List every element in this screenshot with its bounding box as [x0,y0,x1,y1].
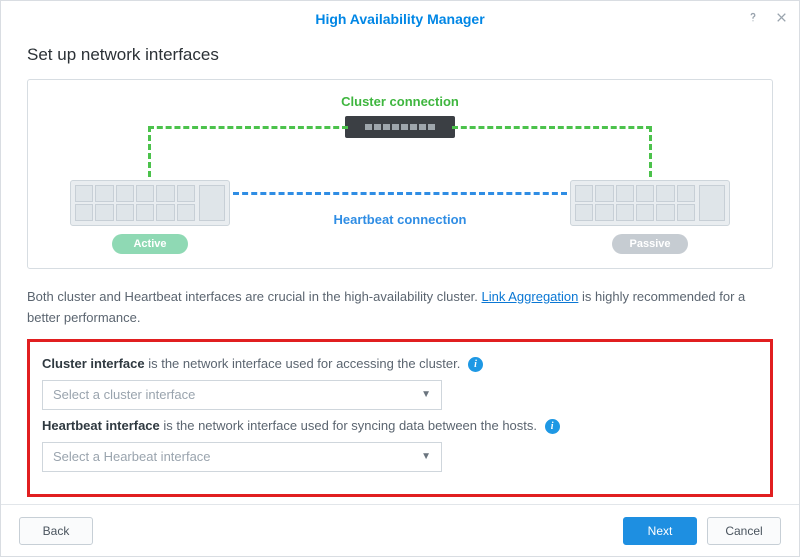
cancel-button[interactable]: Cancel [707,517,781,545]
titlebar-actions [745,9,789,25]
cluster-interface-placeholder: Select a cluster interface [53,387,195,402]
close-icon[interactable] [773,9,789,25]
heartbeat-interface-label: Heartbeat interface is the network inter… [42,418,758,434]
page-heading: Set up network interfaces [27,45,773,65]
heartbeat-interface-label-bold: Heartbeat interface [42,418,160,433]
info-icon[interactable]: i [545,419,560,434]
back-button[interactable]: Back [19,517,93,545]
info-icon[interactable]: i [468,357,483,372]
description-text: Both cluster and Heartbeat interfaces ar… [27,287,773,329]
titlebar: High Availability Manager [1,1,799,37]
network-diagram: Cluster connection [27,79,773,269]
cluster-line [452,126,652,129]
switch-icon [345,116,455,138]
chevron-down-icon: ▼ [421,451,431,462]
cluster-interface-select[interactable]: Select a cluster interface ▼ [42,380,442,410]
heartbeat-connection-label: Heartbeat connection [28,212,772,227]
heartbeat-interface-label-rest: is the network interface used for syncin… [160,418,537,433]
cluster-connection-label: Cluster connection [28,94,772,109]
cluster-line [148,126,151,186]
cluster-line [148,126,348,129]
wizard-window: High Availability Manager Set up network… [0,0,800,557]
content: Set up network interfaces Cluster connec… [1,45,799,497]
next-button[interactable]: Next [623,517,697,545]
passive-badge: Passive [612,234,688,254]
cluster-interface-label: Cluster interface is the network interfa… [42,356,758,372]
interface-selection-panel: Cluster interface is the network interfa… [27,339,773,497]
heartbeat-interface-select[interactable]: Select a Hearbeat interface ▼ [42,442,442,472]
heartbeat-line [233,192,567,195]
cluster-interface-label-bold: Cluster interface [42,356,145,371]
chevron-down-icon: ▼ [421,389,431,400]
help-icon[interactable] [745,9,761,25]
cluster-interface-label-rest: is the network interface used for access… [145,356,461,371]
description-pre: Both cluster and Heartbeat interfaces ar… [27,289,482,304]
heartbeat-interface-placeholder: Select a Hearbeat interface [53,449,211,464]
window-title: High Availability Manager [315,11,484,27]
active-badge: Active [112,234,188,254]
cluster-line [649,126,652,186]
link-aggregation-link[interactable]: Link Aggregation [482,289,579,304]
wizard-footer: Back Next Cancel [1,504,799,556]
